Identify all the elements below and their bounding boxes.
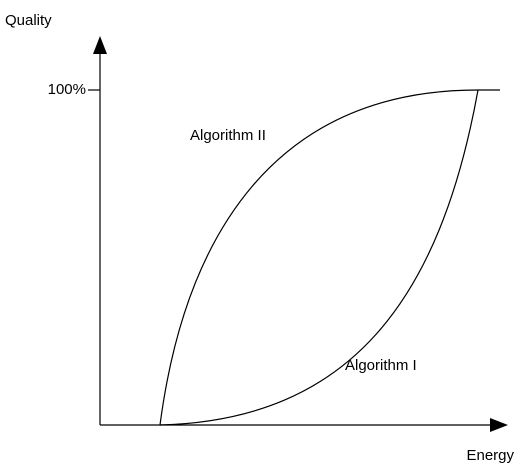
curve-label: Algorithm II	[190, 127, 266, 144]
x-arrow	[490, 418, 508, 432]
x-axis-label: Energy	[466, 447, 514, 464]
y-tick-label: 100%	[48, 81, 86, 98]
y-axis-label: Quality	[5, 12, 52, 29]
y-arrow	[93, 36, 107, 54]
curve-algorithm-2	[159, 89, 479, 426]
curve-algorithm-1	[159, 89, 479, 426]
curve-label: Algorithm I	[345, 357, 417, 374]
